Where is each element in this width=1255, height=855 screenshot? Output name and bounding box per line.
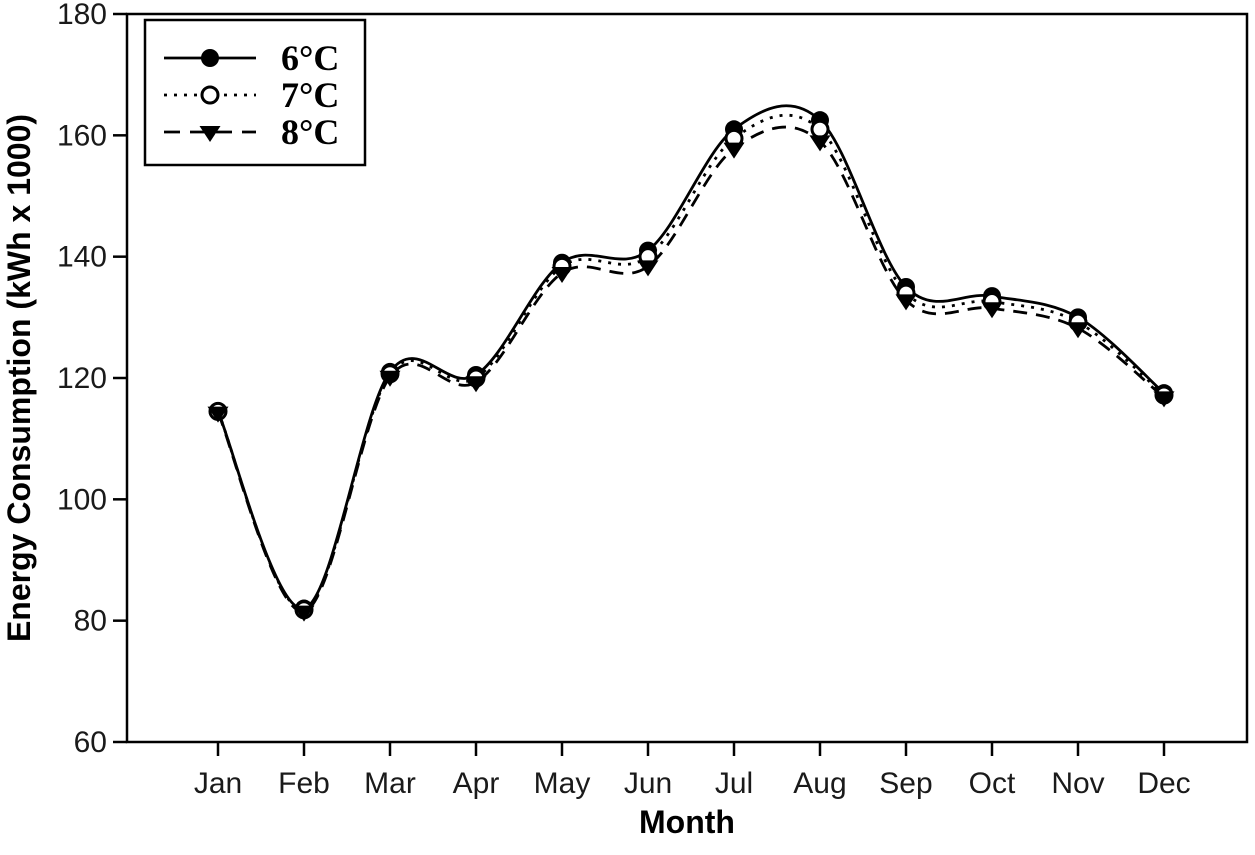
x-axis-tick-label-nov: Nov (1051, 767, 1104, 800)
data-point-7c-aug (810, 119, 830, 139)
x-axis-tick-label-sep: Sep (879, 767, 932, 800)
y-axis-tick-label-180: 180 (57, 0, 107, 31)
x-axis-title: Month (639, 804, 735, 840)
y-axis-tick-label-160: 160 (57, 119, 107, 152)
legend-marker-7c (200, 85, 220, 105)
series-6c (209, 104, 1173, 618)
y-axis-tick-label-80: 80 (74, 605, 107, 638)
y-axis: 60 80 100 120 140 160 180 (57, 0, 127, 759)
x-axis-tick-label-mar: Mar (364, 767, 416, 800)
x-axis-tick-label-oct: Oct (969, 767, 1016, 800)
data-point-8c-aug (809, 135, 831, 152)
data-point-8c-apr (465, 376, 487, 393)
x-axis-tick-label-aug: Aug (793, 767, 846, 800)
legend-label-7c: 7°C (281, 75, 339, 115)
y-axis-tick-label-140: 140 (57, 241, 107, 274)
chart-generated-content: 60 80 100 120 140 160 180 Jan Feb Mar Apr May Jun Jul… (57, 0, 1249, 800)
legend-item-6c: 6°C (164, 38, 339, 78)
legend-item-7c: 7°C (164, 75, 339, 115)
series-line-8c (216, 125, 1165, 613)
x-axis-tick-label-jul: Jul (715, 767, 753, 800)
legend-marker-6c (201, 49, 219, 67)
legend: 6°C7°C8°C (143, 18, 367, 167)
x-axis-tick-label-jun: Jun (624, 767, 672, 800)
y-axis-tick-label-100: 100 (57, 483, 107, 516)
legend-label-6c: 6°C (281, 38, 339, 78)
data-point-8c-jul (723, 142, 745, 159)
x-axis-tick-label-apr: Apr (453, 767, 500, 800)
y-axis-title: Energy Consumption (kWh x 1000) (1, 114, 37, 642)
y-axis-tick-label-120: 120 (57, 362, 107, 395)
legend-marker-8c (199, 126, 221, 142)
data-point-8c-oct (981, 302, 1003, 319)
x-axis-tick-label-dec: Dec (1137, 767, 1190, 800)
x-axis-tick-label-jan: Jan (194, 767, 242, 800)
data-point-8c-may (551, 267, 573, 284)
x-axis-tick-label-feb: Feb (278, 767, 330, 800)
x-axis-tick-label-may: May (534, 767, 591, 800)
data-point-8c-sep (895, 294, 917, 311)
legend-box (143, 18, 367, 167)
data-point-8c-mar (379, 370, 401, 387)
legend-item-8c: 8°C (164, 112, 339, 152)
legend-label-8c: 8°C (281, 112, 339, 152)
y-axis-tick-label-60: 60 (74, 726, 107, 759)
x-axis: Jan Feb Mar Apr May Jun Jul Aug Sep Oct Nov Dec (194, 742, 1191, 800)
data-point-8c-feb (293, 605, 315, 622)
data-point-8c-dec (1153, 391, 1175, 408)
data-point-8c-jun (637, 260, 659, 277)
series-8c (207, 125, 1175, 622)
series-line-6c (216, 104, 1165, 610)
data-point-8c-jan (207, 406, 229, 423)
data-point-8c-nov (1067, 322, 1089, 339)
